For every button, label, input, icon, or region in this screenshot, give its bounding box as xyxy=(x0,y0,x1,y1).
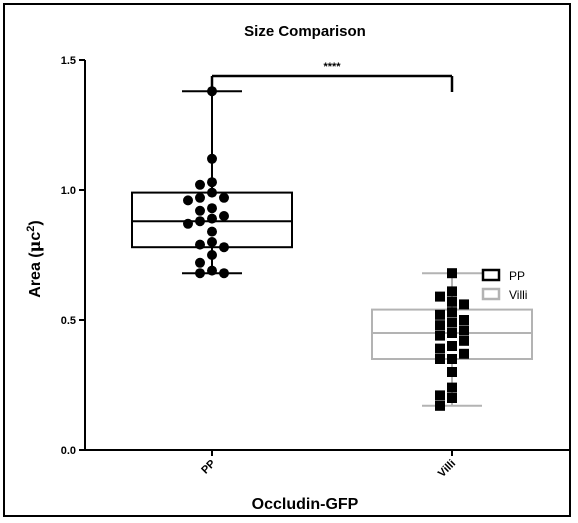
data-point xyxy=(447,354,457,364)
data-point xyxy=(207,203,217,214)
data-point xyxy=(195,268,205,279)
data-point xyxy=(183,218,193,229)
data-point xyxy=(435,330,445,341)
data-point xyxy=(195,179,205,190)
data-point xyxy=(207,237,217,247)
data-point xyxy=(435,354,445,364)
x-axis-label: Occludin-GFP xyxy=(252,496,359,513)
data-point xyxy=(447,341,457,351)
data-point xyxy=(435,309,445,320)
box-plot-chart: Size Comparison Occludin-GFP Area (μc2) … xyxy=(25,23,570,513)
data-point xyxy=(195,257,205,268)
data-point xyxy=(435,343,445,354)
y-axis-label: Area (μc2) xyxy=(25,220,44,297)
data-point xyxy=(219,211,229,221)
data-point xyxy=(207,265,217,276)
data-point xyxy=(219,242,229,253)
data-point xyxy=(195,205,205,216)
data-point xyxy=(459,325,469,336)
data-point xyxy=(447,382,457,393)
plot-area: 0.0 0.5 1.0 1.5 PP Villi **** PP Villi xyxy=(61,55,570,480)
data-point xyxy=(447,307,457,318)
data-point xyxy=(219,268,229,279)
data-point xyxy=(195,239,205,250)
data-point xyxy=(447,317,457,328)
data-point xyxy=(447,268,457,279)
data-point xyxy=(459,348,469,359)
data-point xyxy=(207,187,217,198)
data-point xyxy=(435,320,445,331)
y-axis-label-mu: μ xyxy=(25,240,44,252)
data-point xyxy=(459,315,469,325)
y-axis-label-unit: c xyxy=(27,232,44,241)
x-tick-label: Villi xyxy=(436,458,458,480)
data-point xyxy=(207,86,217,97)
y-tick-label: 1.5 xyxy=(61,55,76,67)
data-point xyxy=(207,153,217,164)
significance-label: **** xyxy=(323,61,341,73)
y-axis-label-text: Area ( xyxy=(27,252,44,298)
data-point xyxy=(459,335,469,346)
chart-frame: Size Comparison Occludin-GFP Area (μc2) … xyxy=(3,3,571,517)
data-point xyxy=(207,213,217,224)
data-point xyxy=(435,390,445,401)
y-tick-label: 0.0 xyxy=(61,445,76,457)
data-point xyxy=(195,216,205,227)
data-point xyxy=(447,296,457,307)
data-point xyxy=(459,299,469,310)
data-point xyxy=(183,195,193,206)
data-point xyxy=(435,291,445,302)
chart-title: Size Comparison xyxy=(244,23,366,40)
data-point xyxy=(447,286,457,297)
y-axis-label-close: ) xyxy=(27,220,44,225)
data-point xyxy=(447,393,457,403)
y-tick-label: 0.5 xyxy=(61,315,76,327)
data-point xyxy=(447,328,457,338)
legend-swatch xyxy=(481,287,501,301)
legend-swatch xyxy=(481,268,501,282)
y-axis-label-superscript: 2 xyxy=(25,226,37,232)
y-tick-label: 1.0 xyxy=(61,185,76,197)
data-point xyxy=(219,192,229,203)
data-point xyxy=(435,400,445,411)
data-point xyxy=(207,226,217,237)
data-point xyxy=(447,367,457,377)
data-point xyxy=(195,192,205,203)
data-point xyxy=(207,250,217,260)
legend-label: Villi xyxy=(509,288,527,302)
data-point xyxy=(207,177,217,188)
legend-label: PP xyxy=(509,269,525,283)
x-tick-label: PP xyxy=(199,458,218,477)
